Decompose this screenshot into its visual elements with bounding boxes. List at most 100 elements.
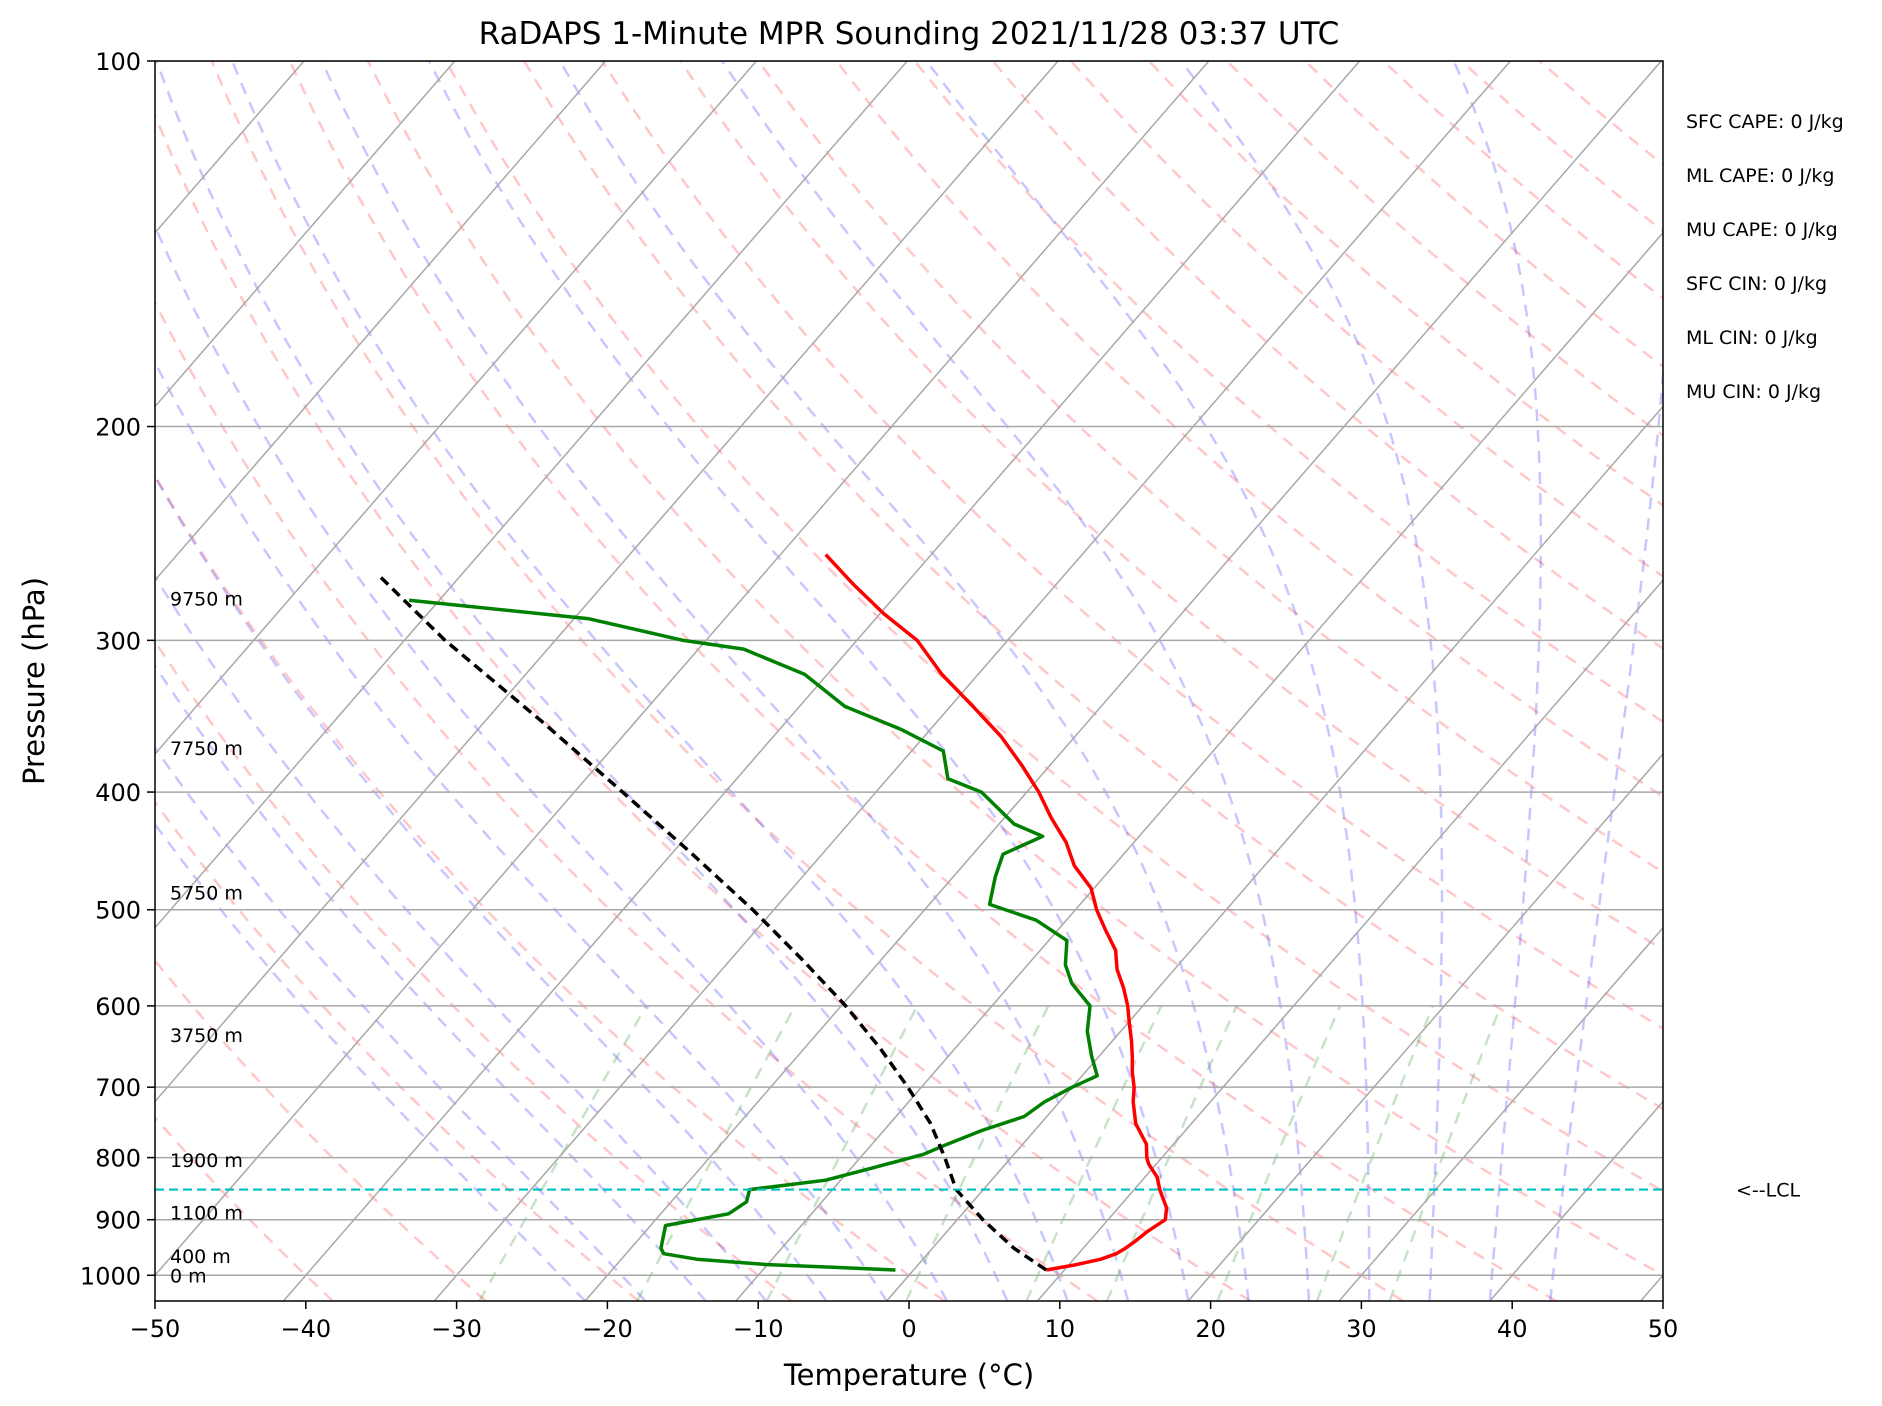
- stats-line: ML CIN: 0 J/kg: [1686, 327, 1818, 349]
- moist-adiabat: [1452, 61, 1543, 1301]
- y-axis-label: Pressure (hPa): [17, 577, 51, 785]
- y-tick-label: 500: [95, 897, 141, 925]
- y-tick-label: 200: [95, 414, 141, 442]
- stats-line: SFC CAPE: 0 J/kg: [1686, 111, 1844, 133]
- moist-adiabat: [925, 61, 1371, 1301]
- isotherm: [155, 61, 908, 929]
- mixing-ratio-line: [478, 1005, 648, 1301]
- isotherm: [155, 61, 1210, 1277]
- dry-adiabat: [366, 61, 1663, 1277]
- isotherm: [155, 61, 456, 408]
- dry-adiabat: [835, 61, 1663, 798]
- dry-adiabat: [288, 61, 1557, 1301]
- x-tick-label: 50: [1648, 1315, 1679, 1343]
- y-tick-label: 600: [95, 993, 141, 1021]
- mixing-ratio-line: [1105, 1005, 1238, 1301]
- x-axis-label: Temperature (°C): [783, 1358, 1034, 1392]
- isotherm: [155, 61, 607, 582]
- stats-line: SFC CIN: 0 J/kg: [1686, 273, 1827, 295]
- dry-adiabat: [757, 61, 1663, 874]
- height-label: 400 m: [170, 1246, 231, 1268]
- dry-adiabat: [155, 473, 946, 1301]
- mixing-ratio-line: [904, 1005, 1050, 1301]
- lcl-label: <--LCL: [1736, 1180, 1800, 1202]
- isotherm: [1036, 579, 1663, 1301]
- isotherm: [735, 231, 1663, 1301]
- y-tick-label: 100: [95, 48, 141, 76]
- isotherm: [155, 61, 1059, 1103]
- x-tick-label: 20: [1195, 1315, 1226, 1343]
- x-axis: −50 −40 −30 −20 −10 0 10 20 30 40 50: [130, 1301, 1679, 1343]
- parcel-profile: [377, 573, 1048, 1272]
- stats-line: ML CAPE: 0 J/kg: [1686, 165, 1834, 187]
- height-label: 7750 m: [170, 738, 243, 760]
- stats-line: MU CAPE: 0 J/kg: [1686, 219, 1838, 241]
- mixing-ratio-line: [765, 1005, 919, 1301]
- y-tick-label: 300: [95, 627, 141, 655]
- dry-adiabat: [155, 800, 640, 1301]
- y-tick-label: 800: [95, 1145, 141, 1173]
- moist-adiabat: [1179, 61, 1444, 1301]
- x-tick-label: 10: [1045, 1315, 1076, 1343]
- height-label: 1900 m: [170, 1150, 243, 1172]
- y-axis: 100 200 300 400 500 600 700 800 900 1000: [80, 48, 155, 1290]
- isotherm: [433, 61, 1512, 1301]
- x-tick-label: −20: [582, 1315, 633, 1343]
- dewpoint-profile: [408, 598, 1099, 1272]
- chart-title: RaDAPS 1-Minute MPR Sounding 2021/11/28 …: [479, 16, 1340, 52]
- height-label: 1100 m: [170, 1203, 243, 1225]
- isobar-grid: [155, 61, 1663, 1301]
- dry-adiabat: [444, 61, 1663, 1193]
- isotherm: [584, 61, 1662, 1301]
- isotherm: [155, 61, 758, 756]
- dry-adiabat: [210, 61, 1404, 1301]
- height-label: 0 m: [170, 1265, 207, 1287]
- x-tick-label: 0: [901, 1315, 916, 1343]
- stats-line: MU CIN: 0 J/kg: [1686, 381, 1821, 403]
- moist-adiabat: [155, 663, 707, 1301]
- mixing-ratio-line: [1388, 1005, 1502, 1301]
- x-tick-label: −10: [733, 1315, 784, 1343]
- x-tick-label: 40: [1497, 1315, 1528, 1343]
- mixing-ratio-line: [636, 1005, 797, 1301]
- dry-adiabat: [601, 61, 1663, 1030]
- moist-adiabat: [427, 61, 1190, 1301]
- moist-adiabat: [155, 574, 767, 1301]
- stats-panel: SFC CAPE: 0 J/kg ML CAPE: 0 J/kg MU CAPE: …: [1686, 111, 1844, 403]
- moist-adiabat: [155, 61, 1009, 1301]
- moist-adiabat: [231, 61, 1069, 1301]
- y-tick-label: 1000: [80, 1262, 141, 1290]
- x-tick-label: −50: [130, 1315, 181, 1343]
- y-tick-label: 900: [95, 1207, 141, 1235]
- dry-adiabat: [991, 61, 1663, 651]
- mixing-ratio-line: [1216, 1005, 1342, 1301]
- height-labels: 9750 m 7750 m 5750 m 3750 m 1900 m 1100 m 400 …: [170, 588, 243, 1287]
- moist-adiabat: [155, 474, 828, 1301]
- isotherm: [886, 405, 1663, 1301]
- moist-adiabat: [558, 61, 1250, 1301]
- height-label: 9750 m: [170, 588, 243, 610]
- height-label: 3750 m: [170, 1025, 243, 1047]
- isotherm: [282, 61, 1361, 1301]
- x-tick-label: 30: [1346, 1315, 1377, 1343]
- isotherm: [1187, 752, 1663, 1301]
- x-tick-label: −30: [431, 1315, 482, 1343]
- height-label: 5750 m: [170, 883, 243, 905]
- y-tick-label: 400: [95, 779, 141, 807]
- background-lines: [155, 61, 1663, 1301]
- dry-adiabat: [155, 112, 1251, 1301]
- dry-adiabat: [523, 61, 1663, 1111]
- moist-adiabat: [1548, 359, 1663, 1301]
- dry-adiabat: [155, 299, 1099, 1301]
- temperature-profile: [824, 553, 1169, 1272]
- dry-adiabat: [155, 958, 487, 1301]
- moist-adiabat: [320, 61, 1130, 1301]
- series-layer: [155, 553, 1663, 1272]
- dry-adiabat: [1069, 61, 1663, 578]
- x-tick-label: −40: [280, 1315, 331, 1343]
- isotherm: [1338, 926, 1663, 1301]
- moist-adiabat: [155, 223, 949, 1301]
- dry-adiabat: [913, 61, 1663, 724]
